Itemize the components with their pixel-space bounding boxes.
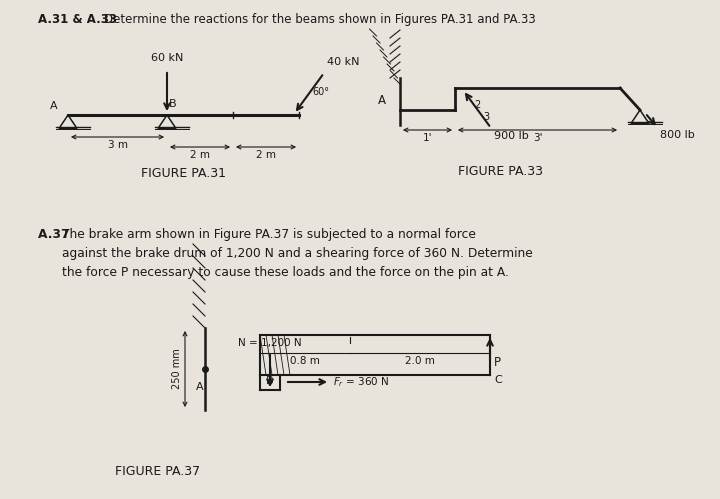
Text: A.37: A.37 — [38, 228, 74, 241]
Text: A: A — [50, 101, 58, 111]
Text: 250 mm: 250 mm — [172, 349, 182, 389]
Text: A: A — [196, 382, 204, 392]
Text: 3 m: 3 m — [107, 140, 127, 150]
Text: B: B — [266, 376, 274, 386]
Text: 60 kN: 60 kN — [150, 53, 183, 63]
Text: 3': 3' — [533, 133, 542, 143]
Text: $F_r$ = 360 N: $F_r$ = 360 N — [333, 375, 390, 389]
Text: FIGURE PA.33: FIGURE PA.33 — [457, 165, 542, 178]
Text: 900 lb: 900 lb — [494, 131, 528, 141]
Text: 2 m: 2 m — [256, 150, 276, 160]
Text: 2 m: 2 m — [190, 150, 210, 160]
Text: B: B — [169, 99, 176, 109]
Text: 40 kN: 40 kN — [327, 57, 359, 67]
Text: 800 lb: 800 lb — [660, 130, 695, 140]
Text: A: A — [378, 93, 386, 106]
Text: 2: 2 — [474, 100, 480, 110]
Text: FIGURE PA.37: FIGURE PA.37 — [115, 465, 200, 478]
Text: 3: 3 — [483, 112, 489, 122]
Text: N = 1,200 N: N = 1,200 N — [238, 338, 302, 348]
Text: 0.8 m: 0.8 m — [290, 356, 320, 366]
Text: 1': 1' — [423, 133, 432, 143]
Text: C: C — [494, 375, 502, 385]
Text: The brake arm shown in Figure PA.37 is subjected to a normal force
against the b: The brake arm shown in Figure PA.37 is s… — [62, 228, 533, 279]
Text: A.31 & A.33: A.31 & A.33 — [38, 13, 121, 26]
Text: P: P — [494, 356, 501, 369]
Text: 2.0 m: 2.0 m — [405, 356, 435, 366]
Text: 60°: 60° — [312, 87, 329, 97]
Text: FIGURE PA.31: FIGURE PA.31 — [141, 167, 226, 180]
Text: Determine the reactions for the beams shown in Figures PA.31 and PA.33: Determine the reactions for the beams sh… — [104, 13, 536, 26]
